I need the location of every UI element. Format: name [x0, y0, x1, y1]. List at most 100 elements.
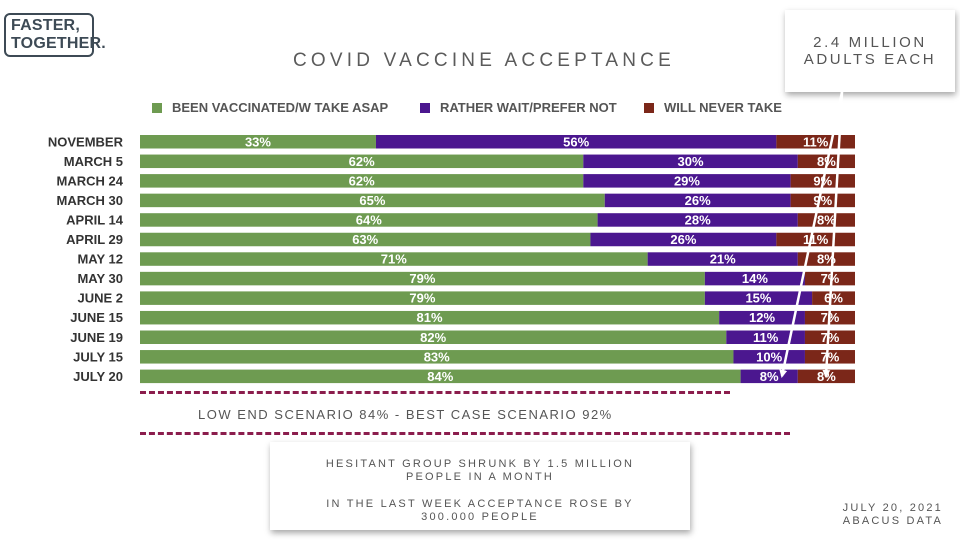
bar-segment-vaccinated [140, 154, 584, 169]
note-line-1: HESITANT GROUP SHRUNK BY 1.5 MILLION [325, 458, 635, 470]
row-label: APRIL 14 [66, 212, 124, 227]
legend-item-wait: RATHER WAIT/PREFER NOT [420, 100, 617, 115]
bar-segment-vaccinated [140, 174, 584, 188]
data-label-vaccinated: 79% [409, 291, 435, 306]
bar-segment-never [812, 291, 855, 305]
legend-swatch-vaccinated [152, 102, 162, 113]
row-label: NOVEMBER [48, 134, 124, 149]
data-label-wait: 10% [756, 349, 782, 364]
row-label: JULY 20 [73, 369, 123, 384]
bar-segment-never [776, 135, 855, 149]
bar-segment-wait [597, 213, 798, 227]
bar-segment-wait [704, 271, 805, 286]
logo-line-1: FASTER, [11, 17, 80, 34]
legend-label-wait: RATHER WAIT/PREFER NOT [440, 100, 617, 115]
scenario-text: LOW END SCENARIO 84% - BEST CASE SCENARI… [198, 407, 613, 422]
bar-segment-never [804, 350, 855, 364]
data-label-wait: 26% [685, 193, 711, 208]
row-label: JULY 15 [73, 349, 123, 364]
bar-segment-vaccinated [140, 213, 598, 227]
bar-segment-wait [583, 174, 791, 188]
row-label: MARCH 5 [64, 154, 123, 169]
row-label: JUNE 2 [77, 291, 123, 306]
data-label-vaccinated: 33% [245, 134, 271, 149]
bar-segment-vaccinated [140, 252, 648, 266]
chart-title: COVID VACCINE ACCEPTANCE [293, 50, 675, 71]
callout-line-1: 2.4 MILLION [813, 34, 927, 51]
row-label: MARCH 24 [57, 173, 124, 188]
bar-segment-vaccinated [140, 369, 741, 384]
data-label-wait: 21% [710, 252, 736, 267]
bar-segment-vaccinated [140, 310, 720, 325]
bar-segment-wait [704, 291, 813, 305]
bar-segment-wait [375, 135, 777, 149]
row-label: MAY 12 [77, 252, 123, 267]
data-label-never: 11% [803, 134, 829, 149]
note-line-3: IN THE LAST WEEK ACCEPTANCE ROSE BY [326, 498, 634, 510]
legend-item-never: WILL NEVER TAKE [644, 100, 782, 115]
bar-segment-vaccinated [140, 193, 605, 208]
data-label-never: 7% [821, 330, 840, 345]
bar-segment-wait [647, 252, 798, 266]
bar-segment-wait [719, 310, 805, 325]
data-label-vaccinated: 83% [424, 349, 450, 364]
legend-swatch-wait [420, 102, 430, 113]
bar-segment-vaccinated [140, 271, 705, 286]
bar-segment-wait [604, 193, 791, 208]
dashed-divider-bottom [140, 432, 790, 435]
bar-segment-never [776, 232, 855, 247]
dashed-divider-top [140, 391, 730, 394]
source-block: JULY 20, 2021 ABACUS DATA [843, 502, 943, 528]
data-label-wait: 56% [563, 134, 589, 149]
row-label: JUNE 15 [70, 310, 123, 325]
data-label-wait: 12% [749, 310, 775, 325]
bar-segment-never [804, 330, 855, 344]
data-label-vaccinated: 64% [356, 212, 382, 227]
data-label-wait: 28% [685, 212, 711, 227]
data-label-vaccinated: 81% [417, 310, 443, 325]
data-label-vaccinated: 71% [381, 252, 407, 267]
bar-segment-wait [583, 154, 798, 169]
note-line-4: 300.000 PEOPLE [421, 511, 539, 523]
row-label: APRIL 29 [66, 232, 123, 247]
data-label-never: 7% [821, 349, 840, 364]
data-label-vaccinated: 65% [359, 193, 385, 208]
data-label-wait: 11% [753, 330, 779, 345]
row-label: JUNE 19 [70, 330, 123, 345]
bar-segment-vaccinated [140, 291, 705, 305]
legend-label-never: WILL NEVER TAKE [664, 100, 782, 115]
data-label-wait: 15% [745, 291, 771, 306]
source-name: ABACUS DATA [842, 515, 943, 527]
bar-segment-vaccinated [140, 232, 591, 247]
data-label-vaccinated: 84% [427, 369, 453, 384]
row-label: MARCH 30 [57, 193, 123, 208]
bar-segment-vaccinated [140, 350, 734, 364]
note-line-2: PEOPLE IN A MONTH [405, 471, 555, 483]
legend-label-vaccinated: BEEN VACCINATED/W TAKE ASAP [172, 100, 389, 115]
data-label-wait: 26% [670, 232, 696, 247]
callout-box: 2.4 MILLION ADULTS EACH [785, 10, 955, 92]
bar-segment-never [797, 213, 855, 227]
data-label-wait: 29% [674, 173, 700, 188]
logo-line-2: TOGETHER. [11, 35, 106, 52]
bar-segment-vaccinated [140, 135, 376, 149]
bar-segment-vaccinated [140, 330, 727, 344]
data-label-wait: 30% [678, 154, 704, 169]
data-label-never: 8% [817, 212, 836, 227]
data-label-vaccinated: 79% [409, 271, 435, 286]
data-label-vaccinated: 62% [349, 173, 375, 188]
legend-swatch-never [644, 102, 654, 113]
legend-item-vaccinated: BEEN VACCINATED/W TAKE ASAP [152, 100, 388, 115]
data-label-wait: 8% [760, 369, 779, 384]
faster-together-logo: FASTER, TOGETHER. [4, 13, 106, 57]
data-label-vaccinated: 62% [349, 154, 375, 169]
row-label: MAY 30 [77, 271, 123, 286]
bar-segment-wait [590, 232, 777, 247]
note-box: HESITANT GROUP SHRUNK BY 1.5 MILLION PEO… [270, 442, 690, 530]
bar-segment-wait [726, 330, 805, 344]
data-label-vaccinated: 63% [352, 232, 378, 247]
data-label-never: 7% [821, 271, 840, 286]
arrow-to-never [822, 91, 844, 378]
